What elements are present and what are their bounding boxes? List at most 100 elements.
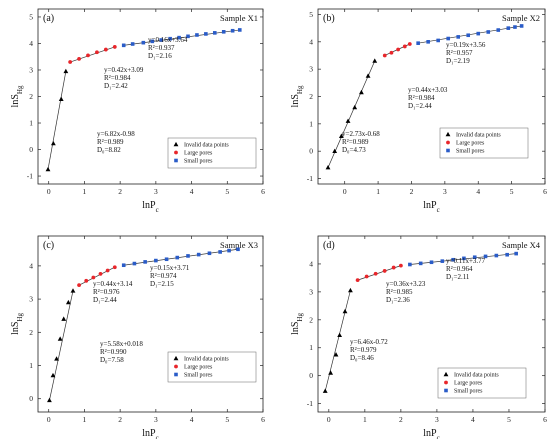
legend-item: Large pores [184,365,213,371]
chart-panel-2: 0 1 2 3 4 5 6 -1 0 1 2 3 4 5 lnPc lnSHg (b) Sample X2 y=2.… [290,8,547,214]
x-tick-label: 5 [225,187,229,196]
sample-label: Sample X2 [502,13,540,23]
y-tick-label: 1 [29,119,33,128]
x-tick-label: 5 [510,187,514,196]
data-point-small [506,26,511,30]
fit-line-large [70,46,115,63]
data-point-small [121,43,126,48]
data-point-invalid [337,332,343,337]
fit-annotation-3: y=0.19x+3.56 R²=0.957 D₁=2.19 [446,41,486,65]
legend-box [167,351,257,383]
x-tick-label: 4 [476,187,480,196]
data-point-small [186,254,190,258]
x-tick-label: 1 [83,187,87,196]
y-tick-label: 2 [309,315,313,324]
data-point-small [186,34,190,39]
x-tick-label: 2 [118,415,122,424]
data-point-invalid [50,372,56,378]
fit-annotation-3: y=0.16x+3.64 R²=0.937 D₁=2.16 [148,36,188,60]
legend-box [167,137,257,169]
legend-box [437,367,527,399]
legend-marker-small [174,372,178,377]
data-point-small [483,254,488,259]
legend-marker-small [446,148,450,153]
y-tick-label: 2 [29,328,33,337]
data-point-small [451,257,455,262]
fit-annotation-2: y=0.44x+3.03 R²=0.984 D₁=2.44 [408,86,448,110]
x-tick-label: 1 [363,415,367,424]
fit-annotation-1: y=5.58x+0.018 R²=0.990 D₀=7.58 [100,340,143,364]
data-point-large [91,275,96,280]
legend-item: Small pores [456,149,485,155]
y-tick-label: 5 [29,12,33,21]
data-point-small [237,28,242,32]
data-point-small [121,263,126,268]
data-point-large [389,50,394,55]
data-point-invalid [345,118,351,123]
data-point-invalid [61,316,67,321]
legend-item: Invalid data points [456,133,501,139]
data-point-large [364,274,369,279]
legend-item: Small pores [454,389,483,395]
data-point-large [86,53,90,58]
fit-line-invalid [49,290,74,401]
data-point-small [195,33,199,37]
data-point-small [204,32,208,36]
fit-annotation-1: y=2.73x-0.68 R²=0.989 D₀=4.73 [342,130,380,154]
data-point-small [150,39,155,44]
fit-annotation-1: y=6.82x-0.98 R²=0.989 D₀=8.82 [97,130,135,154]
data-point-small [426,40,430,44]
sample-label: Sample X4 [502,240,541,250]
x-tick-label: 3 [443,187,447,196]
data-point-large [382,269,387,273]
data-point-small [207,251,212,256]
x-axis-title: lnPc [142,200,158,214]
data-point-invalid [332,148,338,153]
data-point-small [159,38,164,42]
legend-marker-large [174,150,178,155]
y-tick-label: 3 [309,287,313,296]
legend-marker-small [174,158,178,163]
x-axis-title: lnPc [423,428,439,439]
plot-frame [317,235,546,413]
data-point-large [355,278,360,283]
data-point-small [230,28,235,33]
data-point-small [462,256,466,261]
legend-item: Large pores [184,151,213,157]
data-point-invalid [328,370,334,375]
y-tick-label: 0 [309,147,313,156]
data-point-small [513,25,517,29]
legend: Invalid data points Large pores Small pore… [439,127,529,159]
y-axis-title: lnSHg [290,313,304,335]
data-point-large [77,283,81,288]
x-tick-label: 2 [399,415,403,424]
data-point-small [466,33,471,38]
data-point-small [175,255,180,260]
x-tick-label: 6 [261,415,265,424]
data-point-invalid [352,104,358,110]
data-point-invalid [365,73,371,78]
legend: Invalid data points Large pores Small pore… [167,137,257,169]
data-point-small [143,260,147,264]
legend-item: Invalid data points [454,373,499,379]
legend-marker-large [446,140,450,145]
legend-box [439,127,529,159]
data-point-small [408,262,412,267]
fit-annotation-2: y=0.42x+3.09 R²=0.984 D₁=2.42 [104,66,144,90]
x-tick-label: 5 [225,415,229,424]
plot-frame [37,235,264,413]
data-point-small [154,258,158,263]
data-point-small [218,250,222,254]
legend-item: Invalid data points [184,357,229,363]
chart-panel-4: 0 1 2 3 4 5 6 -1 0 1 2 3 4 lnPc lnSHg (d) Sample X4 y=6.4… [290,235,547,439]
fit-line-invalid [324,290,351,392]
data-point-large [396,47,401,52]
legend: Invalid data points Large pores Small pore… [437,367,527,399]
x-tick-label: 1 [83,415,87,424]
data-point-large [77,56,81,61]
data-point-invalid [45,166,51,172]
data-point-invalid [63,68,69,74]
data-point-small [472,255,477,260]
data-point-large [112,45,117,49]
y-tick-label: 0 [29,394,33,403]
